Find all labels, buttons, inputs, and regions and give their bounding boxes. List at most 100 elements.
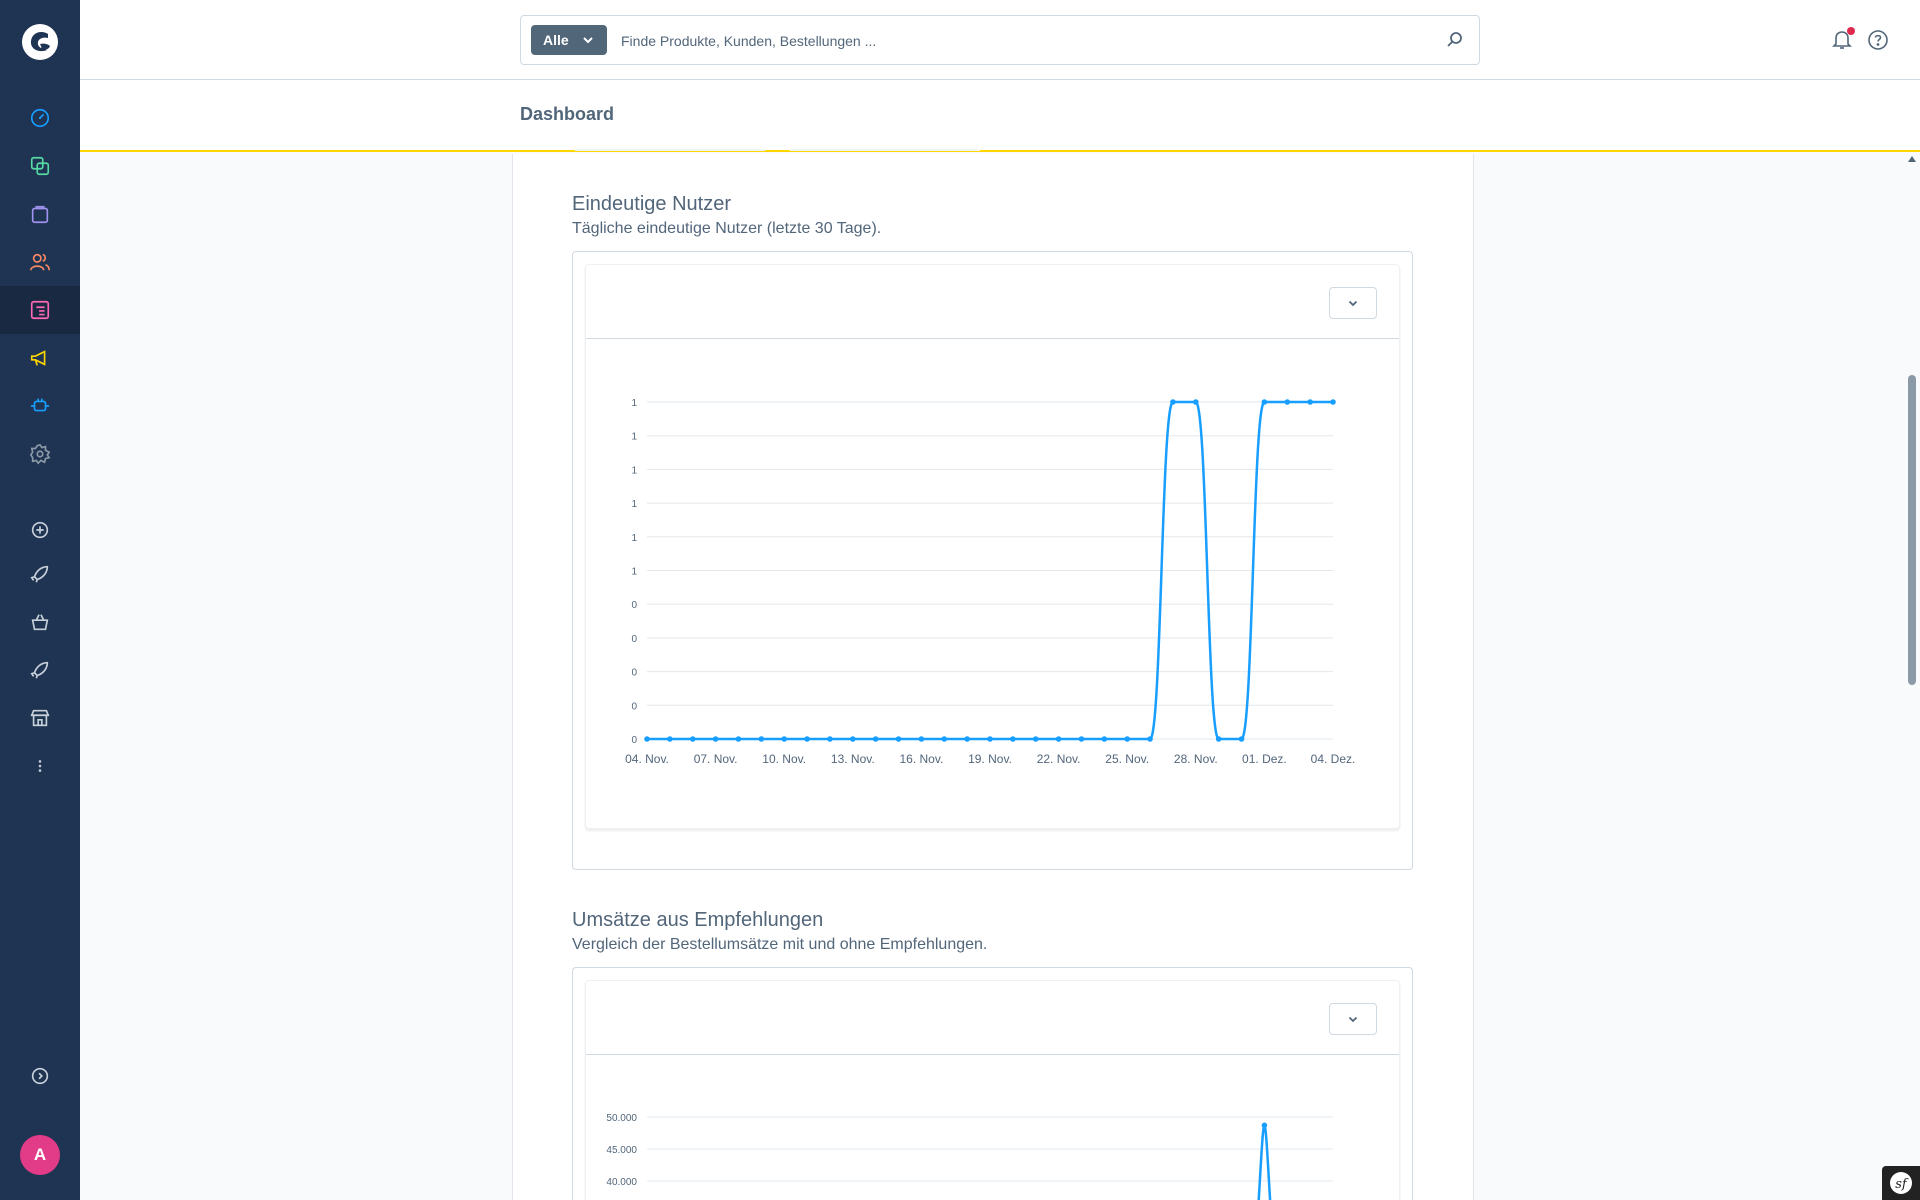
series-line (1257, 1124, 1272, 1200)
y-tick-label: 1 (631, 533, 637, 544)
chart-card: 50.000 45.000 40.000 (585, 980, 1400, 1200)
search-input[interactable] (621, 28, 1401, 54)
x-tick-label: 28. Nov. (1174, 752, 1218, 766)
data-point (850, 736, 856, 742)
data-point (758, 736, 765, 742)
global-search: Alle (520, 15, 1480, 65)
search-type-select[interactable]: Alle (531, 25, 607, 55)
chart-card-header (586, 981, 1399, 1055)
sidebar-item-catalog[interactable] (0, 142, 80, 190)
extensions-icon (30, 398, 50, 412)
search-type-label: Alle (543, 32, 569, 48)
range-dropdown-button[interactable] (1329, 1003, 1377, 1035)
data-point (1307, 399, 1313, 405)
x-tick-label: 19. Nov. (968, 752, 1012, 766)
symfony-toolbar-icon[interactable]: sf (1882, 1166, 1920, 1200)
basket-icon (31, 614, 49, 631)
sidebar-item-content[interactable] (0, 286, 80, 334)
x-tick-label: 10. Nov. (762, 752, 806, 766)
shopware-logo-icon[interactable] (20, 22, 60, 62)
data-point (987, 736, 993, 742)
chart-card-header (586, 265, 1399, 339)
data-point (1170, 399, 1176, 405)
chevron-down-icon (1348, 1016, 1358, 1023)
settings-icon (29, 443, 51, 465)
sidebar-item-add[interactable] (0, 506, 80, 554)
sidebar-item-orders[interactable] (0, 190, 80, 238)
sidebar-item-customers[interactable] (0, 238, 80, 286)
data-point (918, 736, 925, 742)
add-icon (31, 521, 49, 539)
store-icon (30, 709, 50, 727)
data-point (1101, 736, 1108, 742)
dashboard-icon (30, 108, 50, 128)
data-point (1193, 399, 1199, 405)
data-point (872, 736, 879, 742)
sidebar-item-basket[interactable] (0, 598, 80, 646)
chevron-down-icon (1348, 300, 1358, 307)
avatar[interactable]: A (20, 1135, 60, 1175)
chart-card: 1 1 1 1 1 1 0 0 0 0 0 04. Nov. 07. Nov. 10. Nov. 13. N… (585, 264, 1400, 829)
data-point (964, 736, 970, 742)
data-point (1147, 736, 1153, 742)
sidebar-item-store[interactable] (0, 694, 80, 742)
notifications-bell-icon[interactable] (1830, 27, 1854, 51)
y-tick-label: 0 (631, 600, 637, 611)
search-icon[interactable] (1445, 30, 1465, 50)
svg-text:sf: sf (1895, 1177, 1909, 1192)
data-point (1261, 1122, 1268, 1129)
data-point (827, 736, 833, 742)
data-point (781, 736, 787, 742)
data-point (1032, 736, 1039, 742)
rocket-icon (30, 565, 49, 583)
y-tick-label: 50.000 (606, 1113, 637, 1124)
data-point (895, 736, 902, 742)
topbar: Alle (80, 0, 1920, 80)
scroll-up-arrow[interactable] (1908, 156, 1916, 162)
tab-underline (790, 149, 980, 151)
x-tick-label: 22. Nov. (1037, 752, 1081, 766)
data-point (941, 736, 948, 742)
sidebar: A (0, 0, 80, 1200)
sidebar-item-extensions[interactable] (0, 382, 80, 430)
data-point (667, 736, 673, 742)
data-point (1055, 736, 1062, 742)
data-point (644, 736, 650, 742)
page-header: Dashboard (80, 80, 1920, 152)
section-subtitle-unique-users: Tägliche eindeutige Nutzer (letzte 30 Ta… (572, 220, 882, 237)
help-icon[interactable] (1866, 28, 1890, 52)
tab-underline (575, 149, 765, 151)
y-tick-label: 1 (631, 398, 637, 409)
x-tick-label: 04. Dez. (1311, 752, 1356, 766)
page-title: Dashboard (520, 104, 615, 124)
sidebar-item-rocket-1[interactable] (0, 550, 80, 598)
data-point (1284, 399, 1291, 405)
y-tick-label: 1 (631, 567, 637, 578)
x-tick-label: 25. Nov. (1105, 752, 1149, 766)
data-point (735, 736, 742, 742)
y-tick-label: 0 (631, 668, 637, 679)
sidebar-item-more[interactable] (0, 742, 80, 790)
unique-users-chart: 1 1 1 1 1 1 0 0 0 0 0 04. Nov. 07. Nov. 10. Nov. 13. N… (625, 398, 1356, 766)
sidebar-item-dashboard[interactable] (0, 94, 80, 142)
scrollbar-thumb[interactable] (1908, 375, 1916, 685)
section-title-unique-users: Eindeutige Nutzer (572, 193, 731, 215)
sidebar-item-rocket-2[interactable] (0, 646, 80, 694)
sidebar-item-settings[interactable] (0, 430, 80, 478)
data-point (1238, 736, 1245, 742)
range-dropdown-button[interactable] (1329, 287, 1377, 319)
symfony-logo-icon: sf (1890, 1172, 1912, 1194)
sidebar-expand[interactable] (0, 1052, 80, 1100)
orders-icon (31, 205, 49, 224)
catalog-icon (30, 156, 50, 176)
data-point (689, 736, 696, 742)
expand-icon (31, 1067, 49, 1085)
sidebar-item-marketing[interactable] (0, 334, 80, 382)
data-point (1010, 736, 1016, 742)
y-tick-label: 45.000 (606, 1145, 637, 1156)
rocket-icon (30, 661, 49, 679)
y-tick-label: 40.000 (606, 1177, 637, 1188)
x-tick-label: 16. Nov. (899, 752, 943, 766)
data-point (1124, 736, 1130, 742)
y-tick-label: 0 (631, 735, 637, 746)
